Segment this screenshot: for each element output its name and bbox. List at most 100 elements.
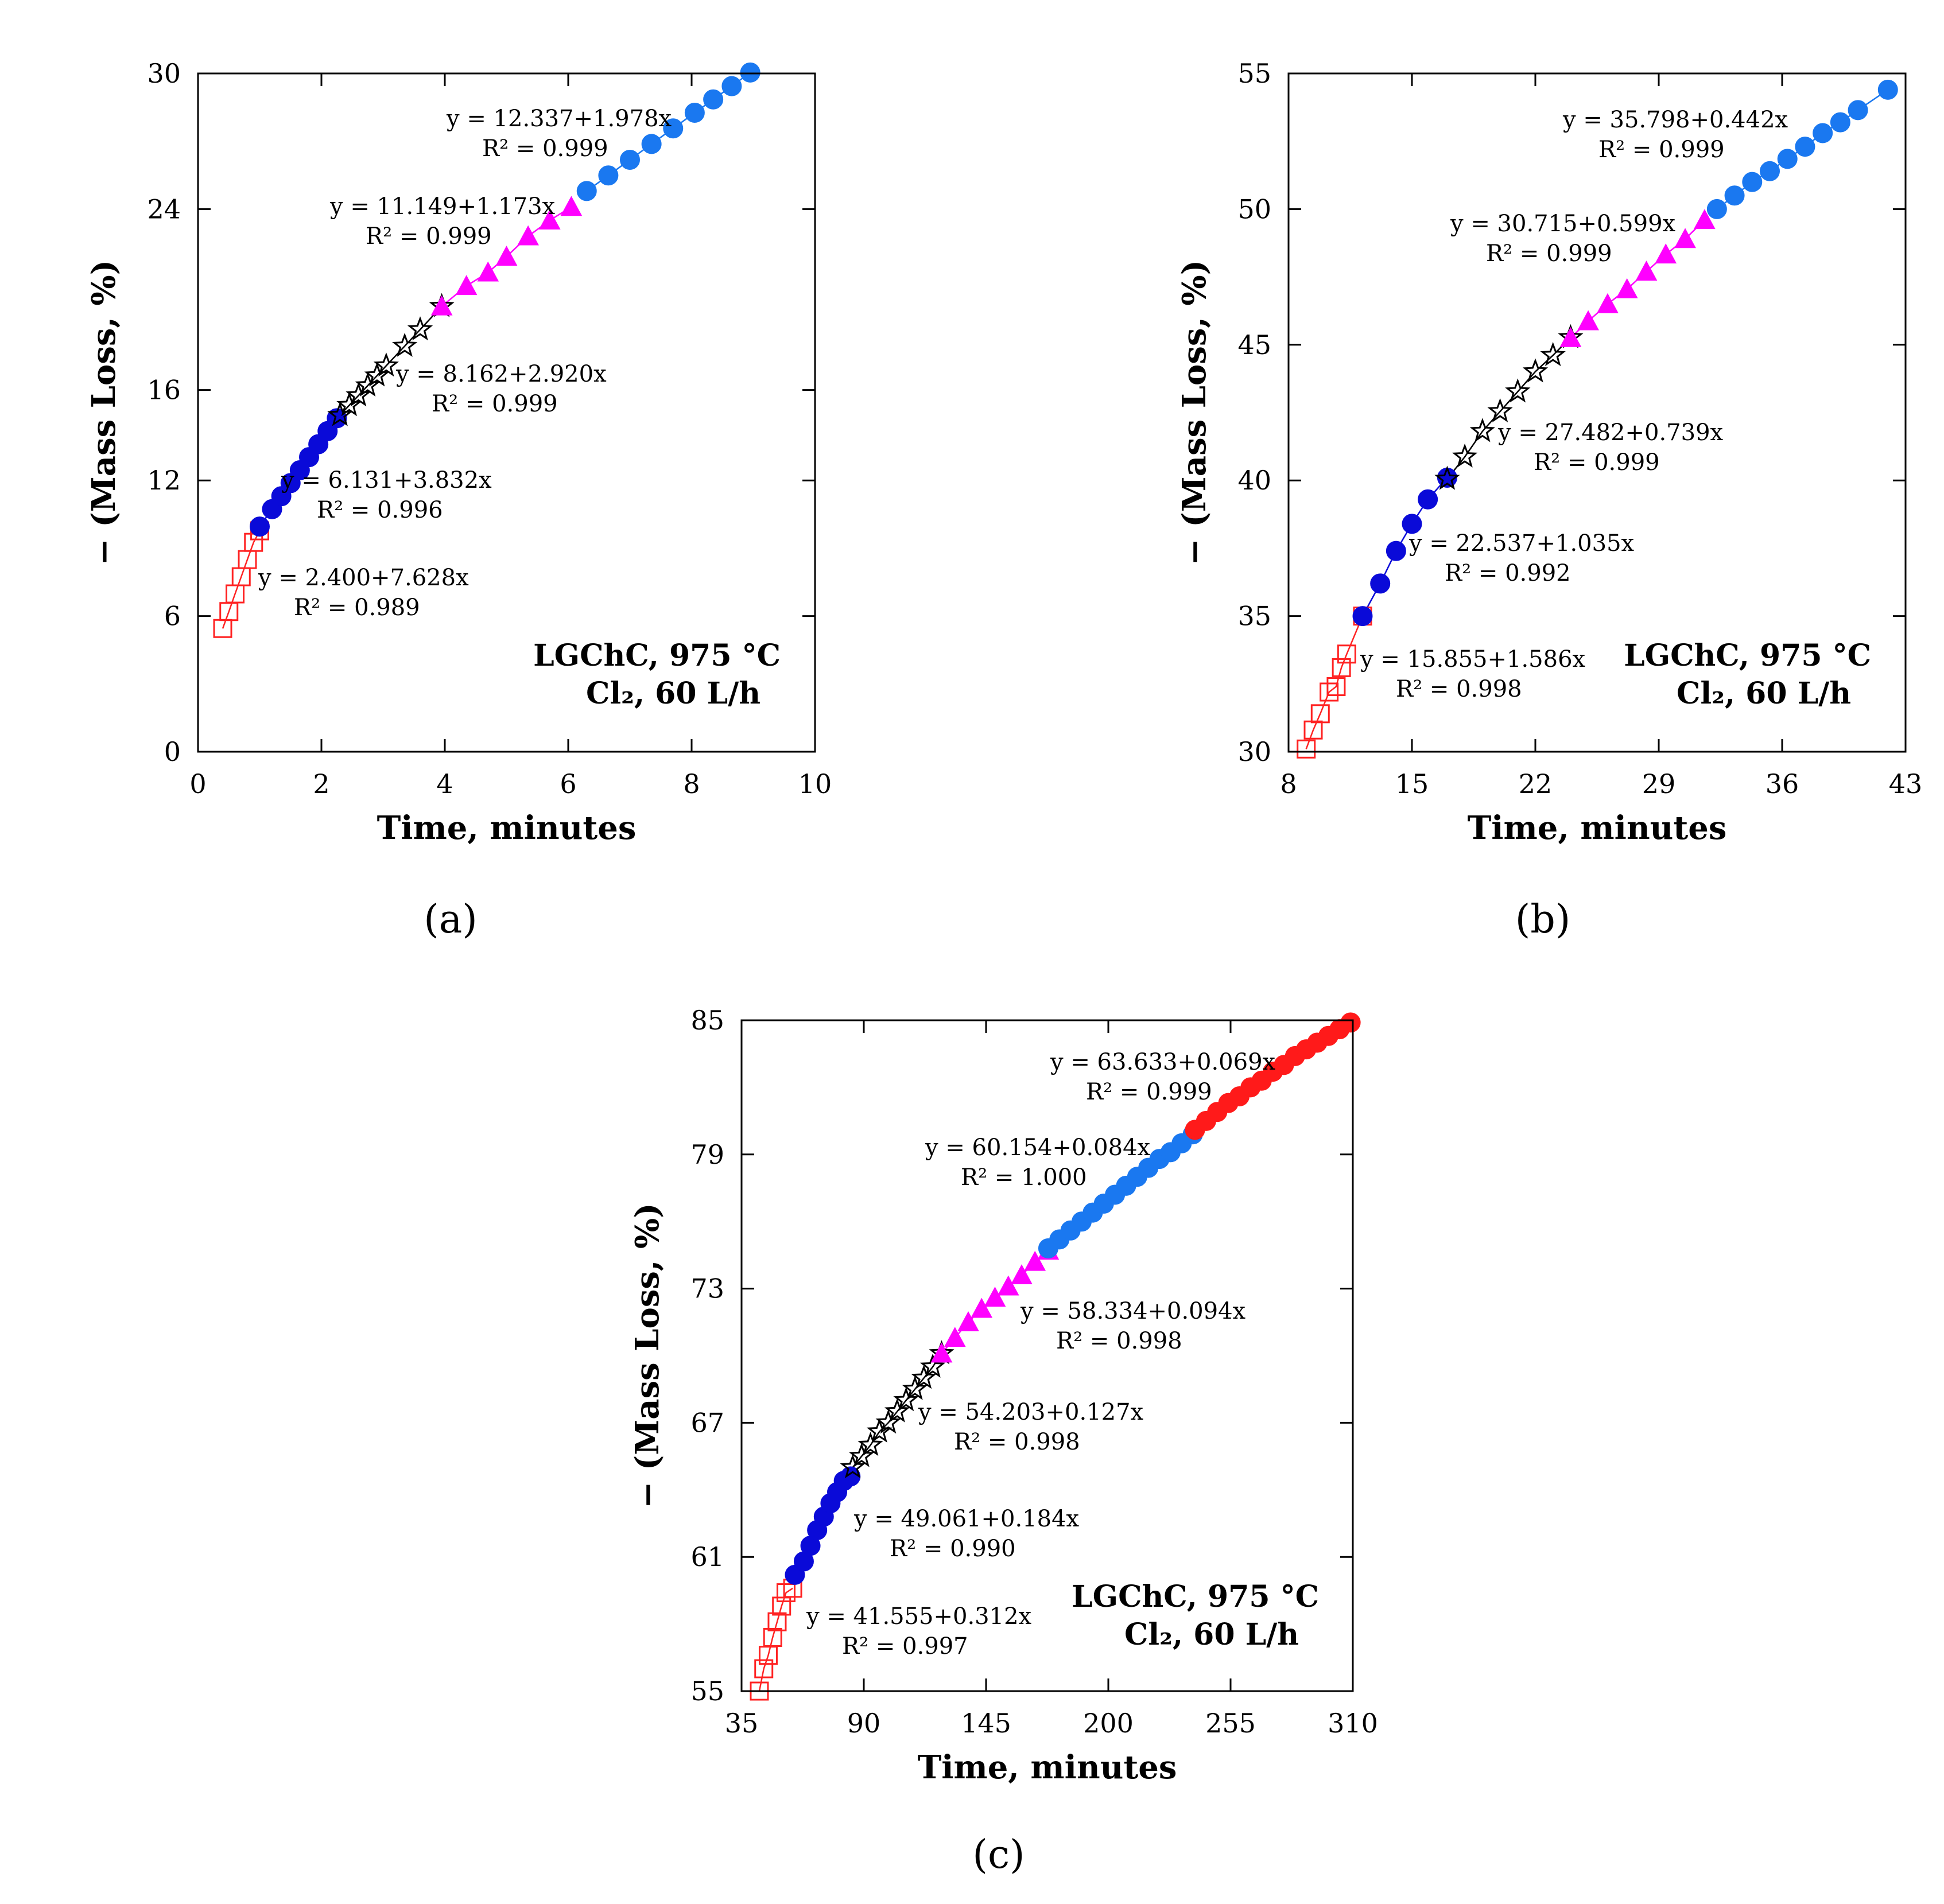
data-point-series-1: [1337, 644, 1356, 664]
fit-equation-3: y = 54.203+0.127x: [918, 1399, 1144, 1425]
y-tick-label: 12: [147, 465, 181, 496]
data-point-series-3: [373, 352, 399, 377]
x-tick-label: 10: [798, 768, 832, 799]
panel-label: (c): [972, 1832, 1025, 1878]
data-point-series-4: [430, 295, 453, 316]
x-tick-label: 36: [1765, 768, 1799, 799]
fit-line-1: [222, 530, 261, 629]
x-tick-label: 43: [1889, 768, 1923, 799]
fit-r2-3: R² = 0.999: [1534, 449, 1660, 476]
data-point-series-5: [740, 62, 760, 83]
x-tick-label: 255: [1205, 1708, 1256, 1739]
data-point-series-2: [1418, 489, 1438, 510]
data-point-series-3: [1505, 378, 1531, 403]
data-point-series-3: [902, 1375, 928, 1400]
data-point-series-5: [1706, 199, 1727, 219]
data-point-series-1: [1297, 739, 1316, 759]
data-point-series-4: [997, 1275, 1019, 1296]
x-tick-label: 15: [1395, 768, 1429, 799]
data-point-series-4: [1597, 293, 1619, 313]
data-point-series-3: [884, 1398, 910, 1423]
data-point-series-6: [1340, 1012, 1361, 1033]
data-point-series-5: [1742, 172, 1763, 192]
data-point-series-5: [1848, 100, 1868, 121]
data-point-series-4: [1694, 209, 1716, 230]
data-point-series-3: [1434, 465, 1460, 490]
fit-r2-5: R² = 0.999: [1598, 137, 1725, 163]
data-point-series-2: [250, 516, 270, 537]
y-tick-label: 35: [1237, 601, 1271, 632]
data-point-series-5: [663, 118, 684, 139]
y-tick-label: 30: [1237, 736, 1271, 767]
x-tick-label: 90: [847, 1708, 881, 1739]
fit-equation-4: y = 58.334+0.094x: [1020, 1298, 1246, 1324]
y-axis-label: − (Mass Loss, %): [85, 260, 123, 565]
condition-line-1: LGChC, 975 °C: [1624, 638, 1871, 673]
x-tick-label: 8: [683, 768, 700, 799]
data-point-series-3: [1540, 341, 1566, 367]
x-tick-label: 22: [1519, 768, 1553, 799]
fit-r2-3: R² = 0.999: [432, 391, 558, 417]
data-point-series-4: [971, 1297, 993, 1318]
chart-panel-b: 8 15 22 29 36 43 30 35 40 45 50 55 Time, minutes − (M…: [1175, 58, 1922, 942]
x-tick-label: 4: [436, 768, 453, 799]
data-point-series-3: [392, 332, 418, 357]
fit-r2-5: R² = 1.000: [961, 1164, 1087, 1191]
chart-panel-c: 35 90 145 200 255 310 55 61 67 73 79 85 Time, minute…: [628, 1005, 1378, 1878]
data-point-series-5: [1760, 161, 1780, 181]
plot-frame: [1287, 72, 1907, 753]
x-tick-label: 310: [1328, 1708, 1378, 1739]
data-point-series-3: [911, 1365, 937, 1389]
data-point-series-1: [767, 1612, 787, 1631]
data-point-series-3: [857, 1432, 883, 1456]
fit-equation-4: y = 30.715+0.599x: [1450, 211, 1676, 237]
data-point-series-5: [1724, 185, 1745, 206]
data-point-series-5: [1830, 112, 1850, 133]
data-point-series-1: [754, 1659, 774, 1678]
condition-line-2: Cl₂, 60 L/h: [1124, 1617, 1299, 1652]
x-tick-label: 2: [313, 768, 329, 799]
fit-r2-6: R² = 0.999: [1086, 1079, 1212, 1105]
data-point-series-1: [1320, 682, 1339, 702]
fit-equation-1: y = 2.400+7.628x: [258, 565, 469, 591]
y-tick-label: 55: [1237, 58, 1271, 89]
y-tick-label: 24: [147, 193, 181, 224]
data-point-series-3: [1487, 398, 1513, 422]
fit-r2-4: R² = 0.999: [1486, 240, 1612, 267]
data-point-series-4: [495, 246, 518, 266]
fit-r2-3: R² = 0.998: [954, 1429, 1080, 1455]
fit-r2-1: R² = 0.997: [842, 1633, 968, 1660]
data-point-series-4: [455, 275, 478, 296]
y-tick-label: 50: [1237, 193, 1271, 224]
data-point-series-5: [620, 150, 640, 170]
data-point-series-4: [538, 209, 561, 230]
y-tick-label: 67: [690, 1407, 724, 1438]
fit-equation-6: y = 63.633+0.069x: [1050, 1049, 1276, 1075]
y-tick-label: 79: [690, 1139, 724, 1170]
data-point-series-4: [560, 196, 583, 216]
data-point-series-3: [840, 1454, 866, 1479]
y-tick-label: 85: [690, 1005, 724, 1036]
data-point-series-1: [772, 1596, 791, 1616]
x-tick-label: 35: [725, 1708, 759, 1739]
data-point-series-3: [919, 1353, 946, 1378]
x-tick-label: 0: [189, 768, 206, 799]
fit-r2-4: R² = 0.999: [366, 223, 492, 250]
fit-equation-1: y = 15.855+1.586x: [1360, 646, 1586, 673]
data-point-series-4: [1577, 310, 1599, 331]
fit-equation-2: y = 22.537+1.035x: [1408, 530, 1635, 557]
x-tick-label: 200: [1083, 1708, 1134, 1739]
data-point-series-4: [930, 1342, 953, 1363]
y-tick-label: 55: [690, 1676, 724, 1707]
data-point-series-3: [407, 316, 433, 341]
data-point-series-2: [1402, 514, 1422, 534]
fit-r2-2: R² = 0.990: [890, 1536, 1016, 1562]
data-point-series-4: [984, 1287, 1006, 1307]
x-tick-label: 8: [1280, 768, 1297, 799]
fit-equation-3: y = 27.482+0.739x: [1497, 419, 1724, 446]
data-point-series-4: [1616, 278, 1638, 298]
data-point-series-5: [1795, 137, 1815, 157]
y-tick-label: 45: [1237, 329, 1271, 360]
fit-equation-2: y = 6.131+3.832x: [281, 467, 492, 494]
